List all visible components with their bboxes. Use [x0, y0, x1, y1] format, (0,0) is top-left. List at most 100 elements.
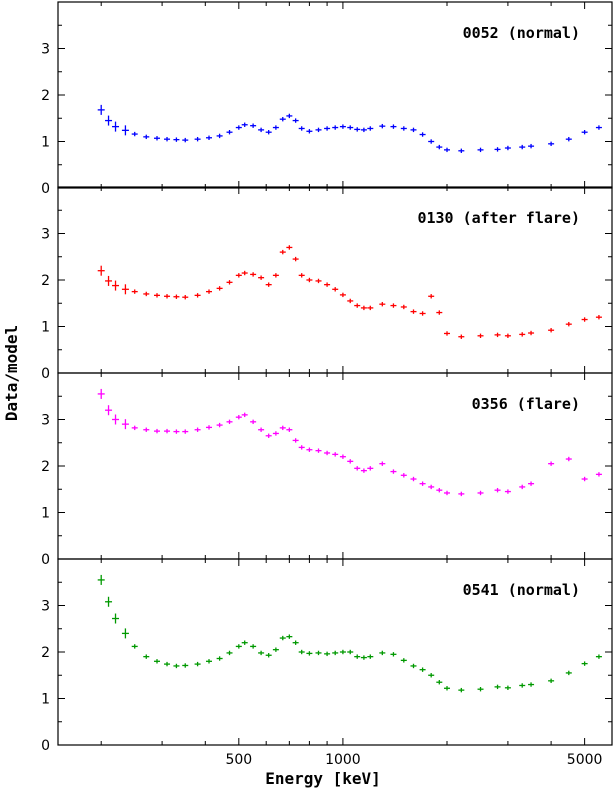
data-point [258, 275, 265, 280]
data-point [235, 644, 242, 649]
data-point [581, 476, 588, 482]
data-point [354, 654, 361, 659]
data-point [105, 275, 113, 286]
data-point [121, 628, 129, 639]
data-point [131, 425, 138, 431]
data-point [164, 428, 171, 434]
data-point [504, 685, 511, 691]
data-point [581, 317, 588, 322]
data-point [143, 134, 150, 140]
data-point [379, 123, 386, 129]
data-point [292, 256, 299, 262]
data-point [315, 127, 322, 133]
data-point [410, 309, 417, 314]
data-point [436, 310, 443, 315]
data-point [528, 481, 535, 486]
data-point [444, 490, 451, 496]
data-point [428, 294, 435, 299]
data-point [226, 650, 233, 656]
data-point [332, 287, 339, 292]
data-point [226, 419, 233, 425]
y-axis-title: Data/model [2, 325, 21, 421]
data-point [306, 447, 313, 452]
data-point [324, 450, 331, 456]
data-point [477, 490, 484, 496]
data-point [265, 433, 272, 438]
data-point [131, 644, 138, 649]
data-point [250, 419, 257, 425]
data-point [105, 596, 113, 607]
data-point [182, 295, 189, 300]
data-point [519, 484, 526, 490]
data-point [504, 145, 511, 151]
data-point [235, 125, 242, 130]
data-point [548, 461, 555, 466]
data-point [131, 289, 138, 294]
y-tick-label: 0 [41, 181, 50, 197]
data-point [354, 303, 361, 308]
data-point [339, 454, 346, 459]
data-point [306, 277, 313, 283]
data-point [105, 405, 113, 416]
panel-label: 0052 (normal) [463, 24, 580, 42]
data-point [286, 427, 293, 432]
data-point [581, 661, 588, 666]
data-point [173, 429, 180, 434]
data-point [164, 294, 171, 299]
data-point [206, 289, 213, 294]
y-tick-label: 2 [41, 273, 50, 289]
data-point [131, 131, 138, 137]
data-point [154, 293, 161, 298]
data-point [339, 649, 346, 655]
data-point [286, 113, 293, 119]
data-point [272, 647, 279, 652]
data-point [458, 491, 465, 497]
data-point [324, 651, 331, 657]
data-point [458, 148, 465, 153]
data-point [272, 125, 279, 130]
y-tick-label: 3 [41, 599, 50, 615]
data-point [528, 330, 535, 336]
data-point [173, 294, 180, 299]
panel-2: 0 1 2 3 0130 (after flare) [41, 186, 613, 382]
data-point [528, 682, 535, 687]
data-point [428, 484, 435, 490]
data-point [324, 126, 331, 131]
data-point [97, 265, 105, 276]
data-point [250, 123, 257, 128]
data-point [458, 687, 465, 693]
data-point [154, 428, 161, 434]
data-point [216, 656, 223, 661]
data-point [477, 687, 484, 692]
data-point [360, 127, 367, 133]
data-point [367, 654, 374, 659]
data-point [354, 466, 361, 471]
data-point [379, 650, 386, 656]
data-point [477, 147, 484, 153]
data-point [360, 305, 367, 311]
data-point [428, 139, 435, 144]
data-point [206, 135, 213, 140]
data-point [194, 136, 201, 142]
data-point [279, 635, 286, 641]
data-point [400, 126, 407, 131]
data-point [458, 334, 465, 339]
data-point [315, 278, 322, 284]
data-point [428, 673, 435, 678]
data-point [419, 132, 426, 137]
data-point [400, 473, 407, 478]
data-point [548, 141, 555, 147]
data-point [367, 126, 374, 131]
data-point [241, 640, 248, 645]
data-point [347, 459, 354, 464]
data-point [182, 137, 189, 143]
data-point [298, 445, 305, 450]
data-point [97, 104, 105, 115]
y-tick-label: 1 [41, 692, 50, 708]
data-point [292, 438, 299, 443]
data-point [332, 650, 339, 656]
data-point [419, 481, 426, 486]
data-point [444, 331, 451, 336]
data-point [216, 133, 223, 139]
